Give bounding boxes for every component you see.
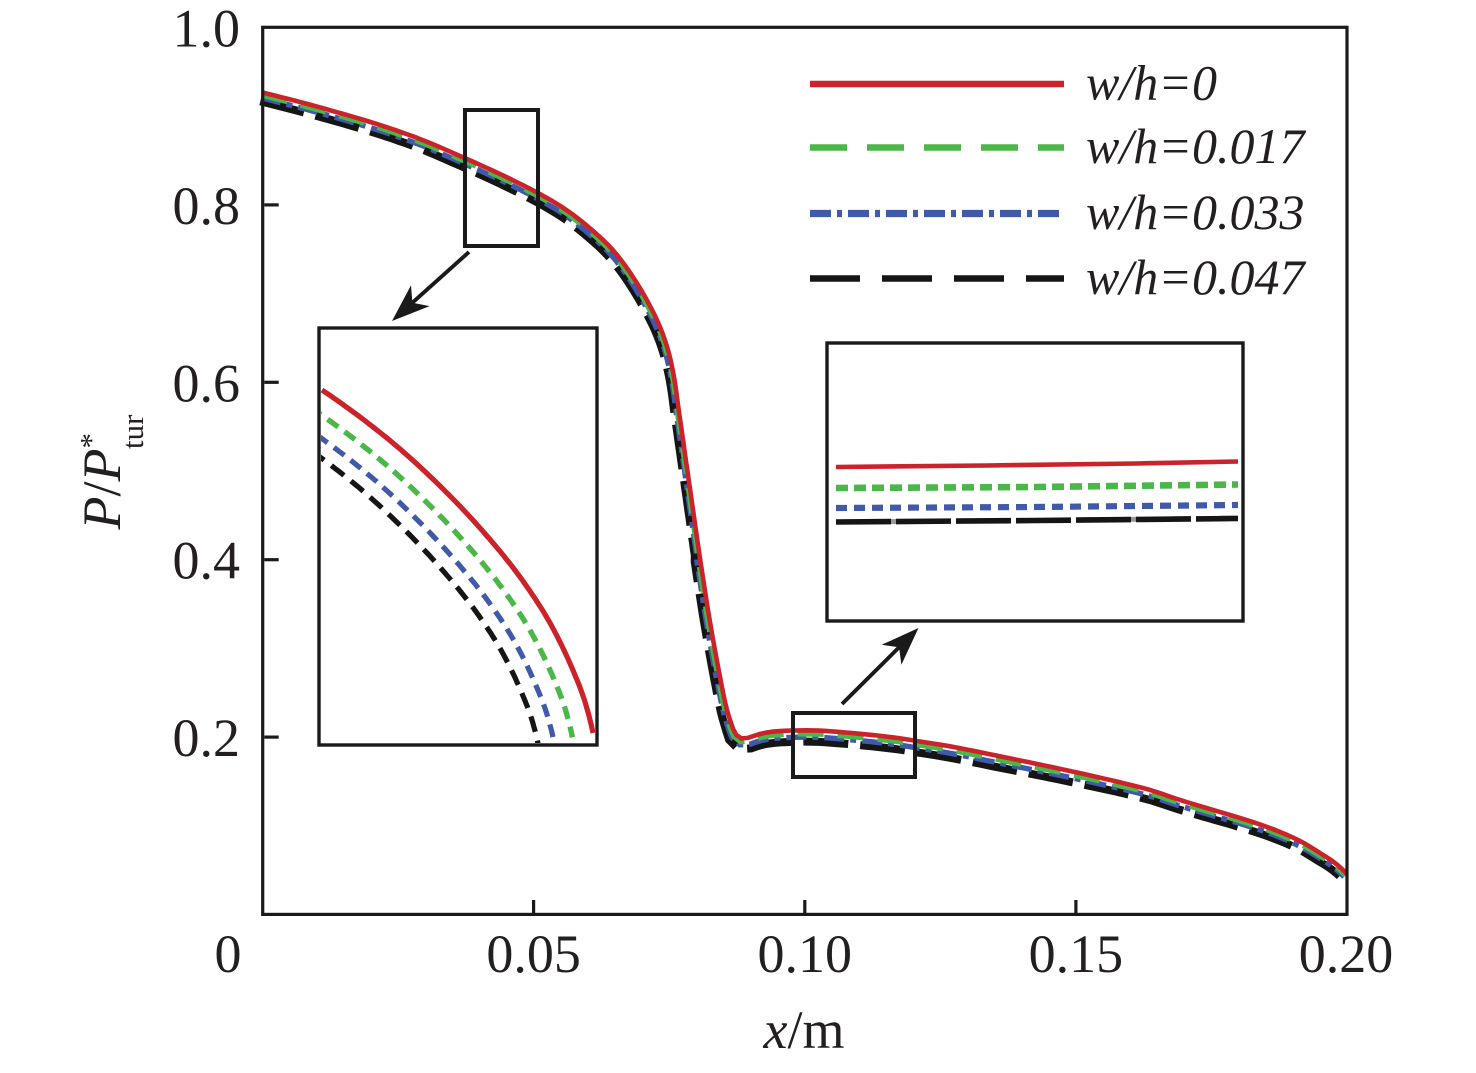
svg-text:0.15: 0.15 bbox=[1029, 924, 1124, 984]
svg-text:0: 0 bbox=[215, 924, 242, 984]
svg-text:w/h=0.033: w/h=0.033 bbox=[1086, 184, 1304, 240]
svg-text:w/h=0.047: w/h=0.047 bbox=[1086, 249, 1306, 305]
svg-text:0.10: 0.10 bbox=[758, 924, 853, 984]
svg-text:w/h=0: w/h=0 bbox=[1086, 55, 1217, 111]
svg-text:0.05: 0.05 bbox=[486, 924, 581, 984]
svg-text:0.20: 0.20 bbox=[1299, 924, 1394, 984]
svg-text:0.6: 0.6 bbox=[173, 353, 241, 413]
svg-text:1.0: 1.0 bbox=[173, 0, 241, 58]
svg-text:0.2: 0.2 bbox=[173, 708, 241, 768]
svg-text:x/m: x/m bbox=[763, 1000, 845, 1060]
svg-text:w/h=0.017: w/h=0.017 bbox=[1086, 118, 1306, 174]
svg-text:0.4: 0.4 bbox=[173, 531, 241, 591]
svg-text:0.8: 0.8 bbox=[173, 176, 241, 236]
